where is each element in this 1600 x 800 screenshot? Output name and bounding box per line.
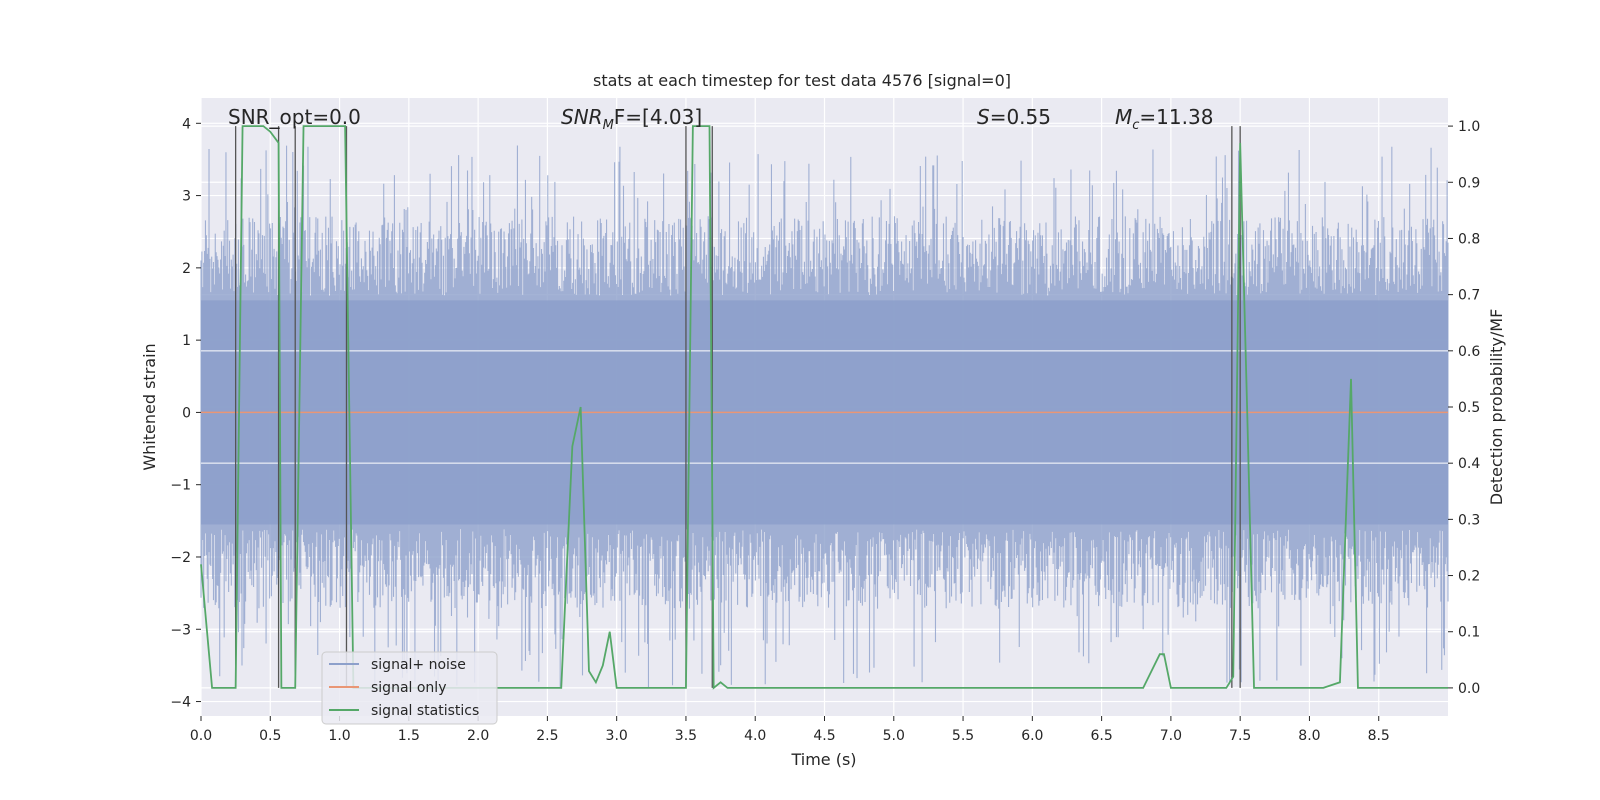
y-left-tick-label-1: −3 — [170, 622, 191, 638]
y-right-tick-label-1: 0.1 — [1458, 625, 1480, 641]
signal-statistics-series — [200, 125, 1448, 690]
y-right-tick-label-0: 0.0 — [1458, 681, 1480, 697]
annotation-s: S=0.55 — [977, 105, 1051, 129]
y-left-tick-label-7: 3 — [182, 189, 191, 205]
y-left-tick-label-8: 4 — [182, 116, 191, 132]
legend-label-signal-noise: signal+ noise — [371, 657, 466, 673]
y-ticks-right: 0.0 0.1 0.2 0.3 0.4 0.5 0.6 0.7 0.8 0.9 1.0 — [1448, 119, 1480, 697]
signal-statistics-line — [200, 125, 1448, 690]
y-right-tick-label-10: 1.0 — [1458, 119, 1480, 135]
x-tick-label-6: 3.0 — [606, 728, 628, 744]
legend-label-signal-statistics: signal statistics — [371, 703, 479, 719]
x-tick-label-17: 8.5 — [1368, 728, 1390, 744]
x-tick-label-7: 3.5 — [675, 728, 697, 744]
y-left-tick-label-6: 2 — [182, 261, 191, 277]
y-right-tick-label-6: 0.6 — [1458, 344, 1480, 360]
y-left-tick-label-0: −4 — [170, 695, 191, 711]
x-tick-label-5: 2.5 — [536, 728, 558, 744]
y-right-tick-label-9: 0.9 — [1458, 175, 1480, 191]
annotation-s-rest: =0.55 — [990, 105, 1051, 129]
y-right-tick-label-5: 0.5 — [1458, 400, 1480, 416]
x-tick-label-9: 4.5 — [813, 728, 835, 744]
x-tick-label-10: 5.0 — [883, 728, 905, 744]
annotation-mc: Mc=11.38 — [1115, 105, 1213, 133]
y-axis-label-left: Whitened strain — [140, 343, 159, 470]
legend-box — [321, 651, 498, 725]
y-left-tick-label-5: 1 — [182, 333, 191, 349]
annotation-snr-mf-main: SNR — [561, 105, 603, 129]
annotation-snr-opt: SNR_opt=0.0 — [228, 105, 361, 129]
x-tick-label-2: 1.0 — [328, 728, 350, 744]
annotation-mc-sub: c — [1132, 118, 1139, 133]
y-left-tick-label-3: −1 — [170, 478, 191, 494]
y-right-tick-label-2: 0.2 — [1458, 569, 1480, 585]
x-tick-label-8: 4.0 — [744, 728, 766, 744]
y-right-tick-label-7: 0.7 — [1458, 288, 1480, 304]
chart-title: stats at each timestep for test data 457… — [593, 71, 1011, 90]
x-tick-label-16: 8.0 — [1298, 728, 1320, 744]
x-tick-label-4: 2.0 — [467, 728, 489, 744]
y-right-tick-label-8: 0.8 — [1458, 231, 1480, 247]
x-tick-label-13: 6.5 — [1090, 728, 1112, 744]
annotation-s-var: S — [977, 105, 990, 129]
x-ticks: 0.0 0.5 1.0 1.5 2.0 2.5 3.0 3.5 4.0 4.5 5.0 5.5 6.0 6… — [190, 716, 1390, 744]
annotation-snr-mf: SNRMF=[4.03] — [561, 105, 702, 133]
annotation-snr-mf-sub: M — [603, 118, 614, 133]
annotation-snr-mf-rest: F=[4.03] — [614, 105, 702, 129]
annotation-mc-rest: =11.38 — [1139, 105, 1213, 129]
x-tick-label-3: 1.5 — [398, 728, 420, 744]
y-left-tick-label-2: −2 — [170, 550, 191, 566]
x-tick-label-15: 7.5 — [1229, 728, 1251, 744]
y-right-tick-label-4: 0.4 — [1458, 456, 1480, 472]
legend: signal+ noise signal only signal statist… — [321, 651, 498, 725]
x-tick-label-11: 5.5 — [952, 728, 974, 744]
legend-label-signal-only: signal only — [371, 680, 446, 696]
y-axis-label-right: Detection probability/MF — [1487, 309, 1506, 506]
x-tick-label-14: 7.0 — [1160, 728, 1182, 744]
x-tick-label-12: 6.0 — [1021, 728, 1043, 744]
x-tick-label-1: 0.5 — [259, 728, 281, 744]
y-left-tick-label-4: 0 — [182, 405, 191, 421]
y-right-tick-label-3: 0.3 — [1458, 512, 1480, 528]
annotation-mc-var: M — [1115, 105, 1132, 129]
x-axis-label: Time (s) — [790, 750, 856, 769]
x-tick-label-0: 0.0 — [190, 728, 212, 744]
y-ticks-left: −4 −3 −2 −1 0 1 2 3 4 — [170, 116, 201, 711]
